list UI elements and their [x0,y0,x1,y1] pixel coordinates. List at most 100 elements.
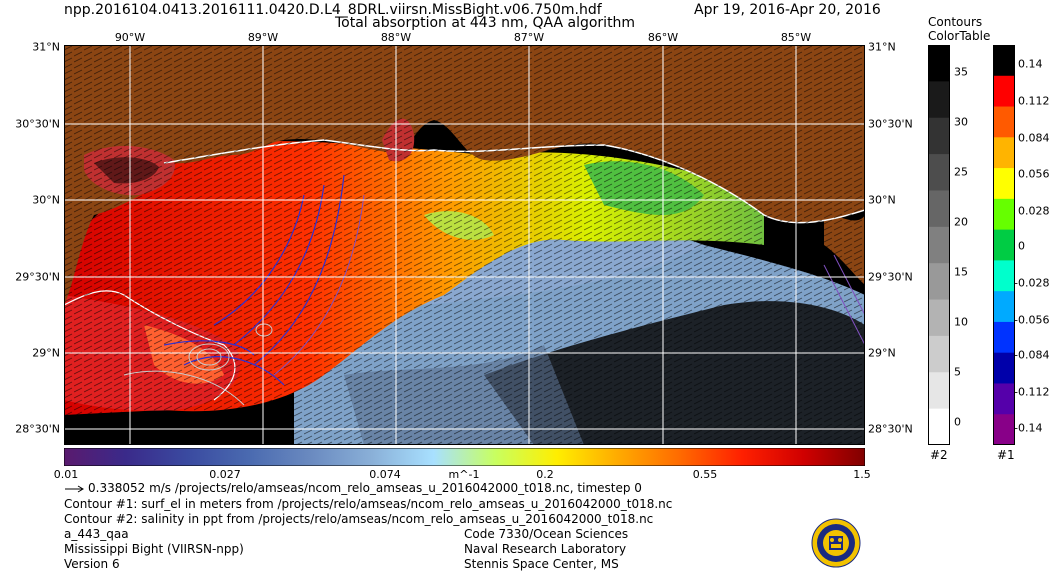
filename-title: npp.2016104.0413.2016111.0420.D.L4_8DRL.… [64,2,602,18]
lat-label-30n-right: 30°N [868,193,896,207]
lat-label-30-30n-right: 30°30'N [868,117,913,131]
contours-title: Contours [928,15,983,29]
lon-label-89w: 89°W [247,31,279,44]
version-text: Version 6 [64,557,120,571]
contour2-colorbar-step-9 [928,372,950,410]
contour2-tick-30: 30 [954,115,968,129]
contour1-colorbar-step-10 [993,352,1015,384]
lat-label-29-30n-left: 29°30'N [15,270,60,284]
contour2-colorbar-step-10 [928,408,950,445]
contour1-colorbar-step-2 [993,106,1015,138]
graticule [64,45,865,445]
satellite-map [64,45,865,445]
contour2-tick-20: 20 [954,215,968,229]
contour1-tick-0: 0.14 [1018,57,1043,71]
contour1-tick-4: 0.028 [1018,204,1050,218]
contour-1-colorbar [993,45,1015,445]
contour1-colorbar-step-1 [993,75,1015,108]
contour1-colorbar-step-11 [993,383,1015,415]
lat-label-28-30n-left: 28°30'N [15,422,60,436]
main-colorbar-fill [63,447,866,467]
lon-label-87w: 87°W [513,31,545,44]
nrl-seal-logo [811,518,861,568]
lat-label-31n-left: 31°N [32,40,60,54]
contour1-label: #1 [997,448,1015,462]
contour1-tick-8: -0.084 [1014,348,1050,362]
contour-set-1b [273,194,865,376]
lat-label-30n-left: 30°N [32,193,60,207]
contour1-colorbar-step-6 [993,229,1015,261]
lat-label-28-30n-right: 28°30'N [868,422,913,436]
contour1-tick-3: 0.056 [1018,167,1050,181]
colorbar-tick-0-074: 0.074 [369,468,401,481]
contour2-tick-25: 25 [954,165,968,179]
map-frame [64,45,865,445]
contour2-tick-10: 10 [954,315,968,329]
contour2-colorbar-step-5 [928,226,950,264]
lat-label-29n-right: 29°N [868,346,896,360]
contour2-label: #2 [930,448,948,462]
org-code: Code 7330/Ocean Sciences [464,527,629,541]
lon-label-86w: 86°W [647,31,679,44]
lon-label-90w: 90°W [114,31,146,44]
lon-label-88w: 88°W [380,31,412,44]
contour2-tick-15: 15 [954,265,968,279]
contour-2-colorbar [928,45,950,445]
contour1-tick-7: -0.056 [1014,313,1050,327]
contour2-colorbar-step-0 [928,45,950,82]
colorbar-tick-0-01: 0.01 [53,468,79,481]
contour1-tick-6: -0.028 [1014,276,1050,290]
contour2-colorbar-step-7 [928,299,950,337]
main-colorbar [63,447,866,467]
contour1-colorbar-step-8 [993,291,1015,323]
contour2-colorbar-frame [928,45,950,445]
region-name: Mississippi Bight (VIIRSN-npp) [64,542,244,556]
contour1-colorbar-step-4 [993,168,1015,200]
contour2-colorbar-step-3 [928,154,950,191]
lat-label-30-30n-left: 30°30'N [15,117,60,131]
contour1-tick-2: 0.084 [1018,131,1050,145]
org-name: Naval Research Laboratory [464,542,627,556]
contour2-tick-35: 35 [954,65,968,79]
date-range: Apr 19, 2016-Apr 20, 2016 [694,2,881,18]
product-title: Total absorption at 443 nm, QAA algorith… [335,15,636,31]
contour1-tick-1: 0.112 [1018,94,1050,108]
contour1-tick-9: -0.112 [1014,385,1050,399]
lat-label-31n-right: 31°N [868,40,896,54]
vector-scale-text: 0.338052 m/s /projects/relo/amseas/ncom_… [88,481,642,495]
contour-1-description: Contour #1: surf_el in meters from /proj… [64,497,673,511]
lat-label-29n-left: 29°N [32,346,60,360]
contour1-colorbar-step-5 [993,198,1015,231]
contour-2-description: Contour #2: salinity in ppt from /projec… [64,512,654,526]
contour-set-1 [163,174,345,386]
contour-set-2 [123,323,273,406]
contour2-colorbar-step-1 [928,81,950,119]
contour2-colorbar-step-2 [928,117,950,155]
lat-label-29-30n-right: 29°30'N [868,270,913,284]
main-colorbar-gradient [63,447,866,467]
contour1-tick-10: -0.14 [1014,421,1043,435]
contour1-colorbar-step-3 [993,137,1015,169]
current-vectors [64,45,865,445]
vector-scale-arrow [65,485,84,493]
map-canvas [64,45,865,445]
product-name: a_443_qaa [64,527,129,541]
colorbar-units: m^-1 [448,468,480,481]
contour2-colorbar-step-8 [928,335,950,373]
lon-label-85w: 85°W [780,31,812,44]
contour1-tick-5: 0 [1018,239,1025,253]
contour1-colorbar-step-0 [993,45,1015,77]
contour2-colorbar-step-6 [928,263,950,301]
contour1-colorbar-step-9 [993,321,1015,354]
colorbar-tick-0-55: 0.55 [692,468,718,481]
contour1-colorbar-frame [993,45,1015,445]
colorbar-tick-0-027: 0.027 [209,468,241,481]
contour2-colorbar-step-4 [928,190,950,228]
contour2-tick-0: 0 [954,415,961,429]
org-location: Stennis Space Center, MS [464,557,619,571]
colorbar-tick-1-5: 1.5 [853,468,871,481]
contour2-tick-5: 5 [954,365,961,379]
colortable-title: ColorTable [928,29,991,43]
colorbar-tick-0-2: 0.2 [536,468,554,481]
contour1-colorbar-step-12 [993,414,1015,445]
